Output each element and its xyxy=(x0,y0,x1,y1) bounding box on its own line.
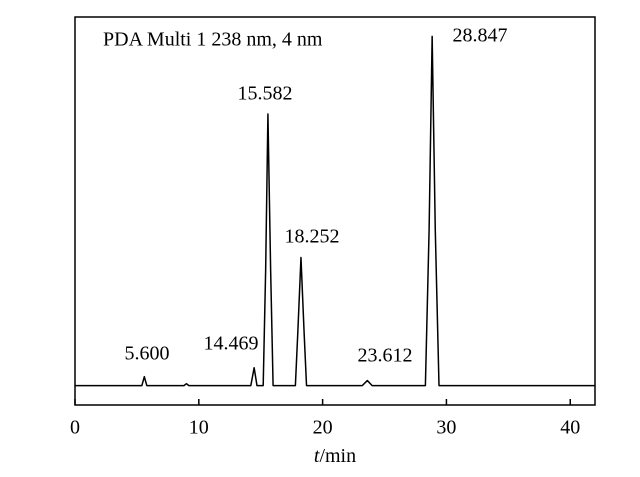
legend-text: PDA Multi 1 238 nm, 4 nm xyxy=(103,29,323,51)
x-tick-label: 30 xyxy=(436,417,456,439)
peak-label: 18.252 xyxy=(285,226,340,248)
x-tick-label: 0 xyxy=(70,417,80,439)
plot-frame xyxy=(74,16,596,406)
peak-label: 14.469 xyxy=(204,333,259,355)
x-tick-label: 20 xyxy=(313,417,333,439)
x-tick-label: 10 xyxy=(189,417,209,439)
chromatogram-line xyxy=(75,35,595,387)
peak-label: 5.600 xyxy=(125,343,170,365)
x-axis-label: t/min xyxy=(314,445,356,467)
x-tick-label: 40 xyxy=(560,417,580,439)
peak-label: 28.847 xyxy=(453,25,508,47)
peak-label: 15.582 xyxy=(238,83,293,105)
peak-label: 23.612 xyxy=(358,345,413,367)
